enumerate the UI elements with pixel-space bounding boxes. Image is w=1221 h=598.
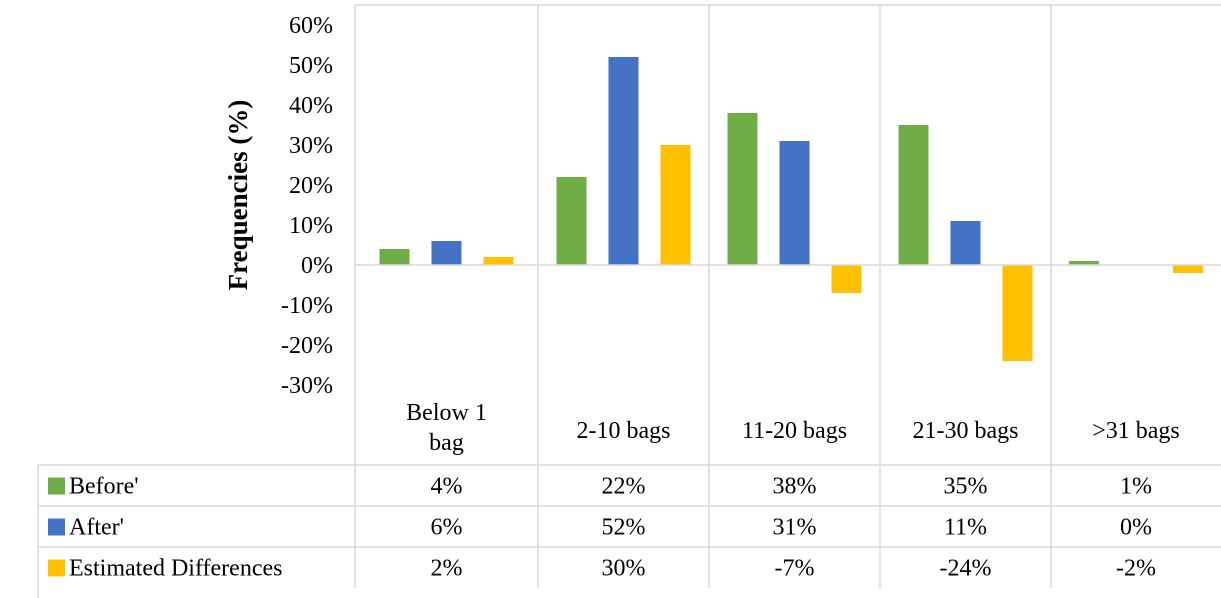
bar-before	[556, 177, 587, 265]
x-category-label: >31 bags	[1092, 418, 1180, 444]
bar-before	[1069, 261, 1099, 265]
data-table-cell: 4%	[431, 474, 463, 500]
bar-before	[898, 125, 929, 265]
data-table-cell: 1%	[1120, 474, 1152, 500]
y-tick-label: 0%	[301, 253, 333, 279]
y-tick-label: -30%	[281, 373, 333, 399]
legend-key-before	[48, 477, 65, 495]
data-table-cell: 30%	[602, 556, 646, 582]
x-category-label: Below 1	[406, 400, 487, 426]
y-tick-label: 40%	[289, 93, 333, 119]
bar-before	[379, 249, 410, 265]
data-table-cell: 35%	[944, 474, 988, 500]
bar-after	[608, 57, 639, 265]
data-table-cell: 2%	[431, 556, 463, 582]
y-tick-label: 20%	[289, 173, 333, 199]
x-category-label: 21-30 bags	[913, 418, 1019, 444]
bar-after	[431, 241, 462, 265]
data-table-cell: 52%	[602, 515, 646, 541]
y-tick-label: -10%	[281, 293, 333, 319]
data-table-cell: 38%	[773, 474, 817, 500]
x-category-label: 2-10 bags	[577, 418, 671, 444]
data-table-cell: 0%	[1120, 515, 1152, 541]
y-tick-label: 50%	[289, 53, 333, 79]
y-tick-label: -20%	[281, 333, 333, 359]
bar-difference	[831, 265, 862, 293]
legend-label: After'	[69, 515, 124, 541]
legend-key-difference	[48, 559, 65, 577]
y-tick-label: 60%	[289, 13, 333, 39]
data-table-cell: -7%	[775, 556, 815, 582]
bar-before	[727, 113, 758, 265]
data-table-cell: 6%	[431, 515, 463, 541]
bar-after	[950, 221, 981, 265]
bar-difference	[1173, 265, 1203, 273]
bar-difference	[483, 257, 514, 265]
data-table-cell: -2%	[1116, 556, 1156, 582]
legend-key-after	[48, 518, 65, 536]
data-table-cell: 22%	[602, 474, 646, 500]
legend-label: Estimated Differences	[69, 556, 282, 582]
data-table-cell: -24%	[940, 556, 992, 582]
bar-difference	[1002, 265, 1033, 361]
x-category-label: 11-20 bags	[742, 418, 847, 444]
data-table-cell: 31%	[773, 515, 817, 541]
legend-label: Before'	[69, 474, 139, 500]
y-axis-title: Frequencies (%)	[223, 100, 253, 291]
y-tick-label: 30%	[289, 133, 333, 159]
y-tick-label: 10%	[289, 213, 333, 239]
bar-after	[779, 141, 810, 265]
bar-difference	[660, 145, 691, 265]
x-category-label: bag	[429, 430, 464, 456]
data-table-cell: 11%	[944, 515, 987, 541]
